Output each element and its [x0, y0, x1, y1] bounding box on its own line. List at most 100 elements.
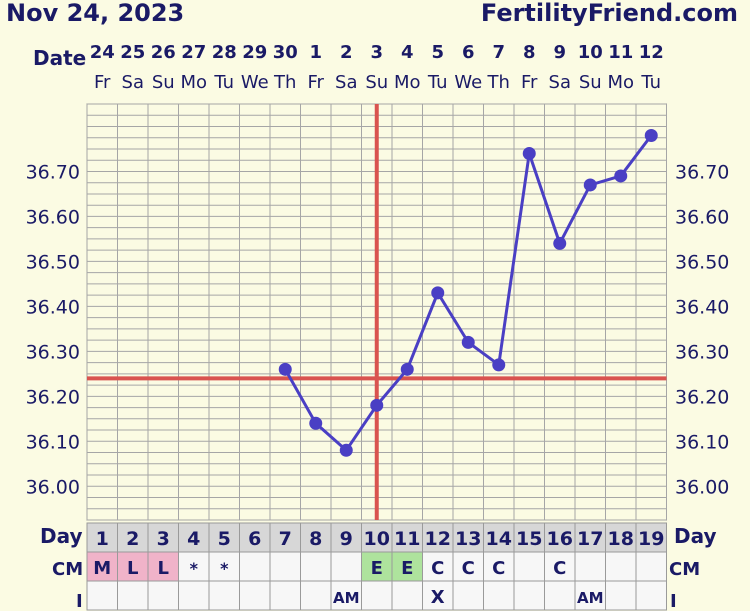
cm-cell	[422, 551, 454, 582]
cycle-day-label: 17	[577, 528, 603, 550]
cycle-day-label: 4	[187, 528, 200, 550]
i-cell	[483, 580, 515, 611]
day-cell	[117, 522, 149, 553]
i-row-label-right: I	[670, 591, 677, 611]
y-tick-label-left: 36.40	[26, 296, 80, 318]
cycle-day-label: 15	[516, 528, 542, 550]
weekday-label: Su	[152, 72, 175, 93]
i-cell	[605, 580, 637, 611]
day-cell	[147, 522, 179, 553]
temperature-point	[614, 169, 628, 183]
date-label: 2	[340, 42, 353, 63]
weekday-label: Su	[365, 72, 388, 93]
date-row-label: Date	[33, 46, 86, 70]
y-tick-label-left: 36.50	[26, 251, 80, 273]
y-tick-label-right: 36.40	[675, 296, 729, 318]
cm-row-label-right: CM	[669, 559, 700, 580]
y-tick-label-right: 36.30	[675, 341, 729, 363]
day-row-label-left: Day	[40, 524, 83, 548]
cycle-day-label: 2	[126, 528, 139, 550]
cycle-day-label: 5	[218, 528, 231, 550]
cm-cell	[361, 551, 393, 582]
date-label: 11	[608, 42, 633, 63]
date-label: 7	[492, 42, 505, 63]
cm-value: C	[462, 558, 475, 579]
i-cell	[147, 580, 179, 611]
cycle-day-label: 8	[309, 528, 322, 550]
i-cell	[513, 580, 545, 611]
cm-cell	[178, 551, 210, 582]
date-label: 6	[462, 42, 475, 63]
y-tick-label-right: 36.20	[675, 386, 729, 408]
y-tick-label-right: 36.60	[675, 206, 729, 228]
i-cell	[117, 580, 149, 611]
cm-cell	[239, 551, 271, 582]
weekday-label: Tu	[427, 72, 448, 93]
cm-cell	[86, 551, 118, 582]
temperature-point	[644, 128, 658, 142]
y-tick-label-left: 36.60	[26, 206, 80, 228]
weekday-label: Sa	[335, 72, 357, 93]
y-tick-label-left: 36.10	[26, 431, 80, 453]
cm-value: *	[220, 559, 229, 578]
i-cell	[86, 580, 118, 611]
cm-value: C	[431, 558, 444, 579]
cycle-day-label: 11	[394, 528, 420, 550]
y-tick-label-left: 36.00	[26, 476, 80, 498]
intercourse-value: X	[431, 587, 445, 608]
intercourse-value: AM	[577, 589, 604, 607]
weekday-label: Tu	[213, 72, 234, 93]
date-label: 12	[639, 42, 664, 63]
weekday-label: Sa	[122, 72, 144, 93]
cm-value: L	[127, 558, 138, 579]
day-cell	[422, 522, 454, 553]
temperature-point	[492, 358, 506, 372]
cycle-day-label: 6	[248, 528, 261, 550]
day-cell	[300, 522, 332, 553]
cm-cell	[513, 551, 545, 582]
i-cell	[239, 580, 271, 611]
day-row-label-right: Day	[674, 524, 717, 548]
i-cell	[269, 580, 301, 611]
weekday-label: Mo	[180, 72, 207, 93]
date-label: 10	[578, 42, 603, 63]
i-cell	[635, 580, 667, 611]
cm-cell	[269, 551, 301, 582]
weekday-label: Th	[487, 72, 510, 93]
weekday-label: Th	[273, 72, 296, 93]
cm-cell	[330, 551, 362, 582]
date-label: 30	[273, 42, 298, 63]
cycle-day-label: 10	[364, 528, 390, 550]
intercourse-value: AM	[333, 589, 360, 607]
cm-value: C	[553, 558, 566, 579]
y-tick-label-right: 36.10	[675, 431, 729, 453]
cycle-day-label: 14	[486, 528, 512, 550]
temperature-point	[400, 362, 414, 376]
temperature-point	[309, 416, 323, 430]
date-label: 5	[431, 42, 444, 63]
cm-value: L	[158, 558, 169, 579]
chart-date: Nov 24, 2023	[6, 0, 184, 27]
cm-cell	[574, 551, 606, 582]
cycle-day-label: 7	[279, 528, 292, 550]
date-label: 29	[242, 42, 267, 63]
i-row-label-left: I	[76, 591, 83, 611]
date-label: 25	[120, 42, 145, 63]
temperature-point	[370, 398, 384, 412]
y-tick-label-right: 36.50	[675, 251, 729, 273]
temperature-point	[461, 335, 475, 349]
y-tick-label-right: 36.70	[675, 161, 729, 183]
date-label: 1	[309, 42, 322, 63]
i-cell	[300, 580, 332, 611]
y-tick-label-right: 36.00	[675, 476, 729, 498]
cm-value: C	[492, 558, 505, 579]
cm-value: *	[190, 559, 199, 578]
y-tick-label-left: 36.70	[26, 161, 80, 183]
temperature-point	[522, 146, 536, 160]
day-cell	[605, 522, 637, 553]
day-cell	[452, 522, 484, 553]
i-cell	[178, 580, 210, 611]
i-cell	[361, 580, 393, 611]
temperature-point	[339, 443, 353, 457]
